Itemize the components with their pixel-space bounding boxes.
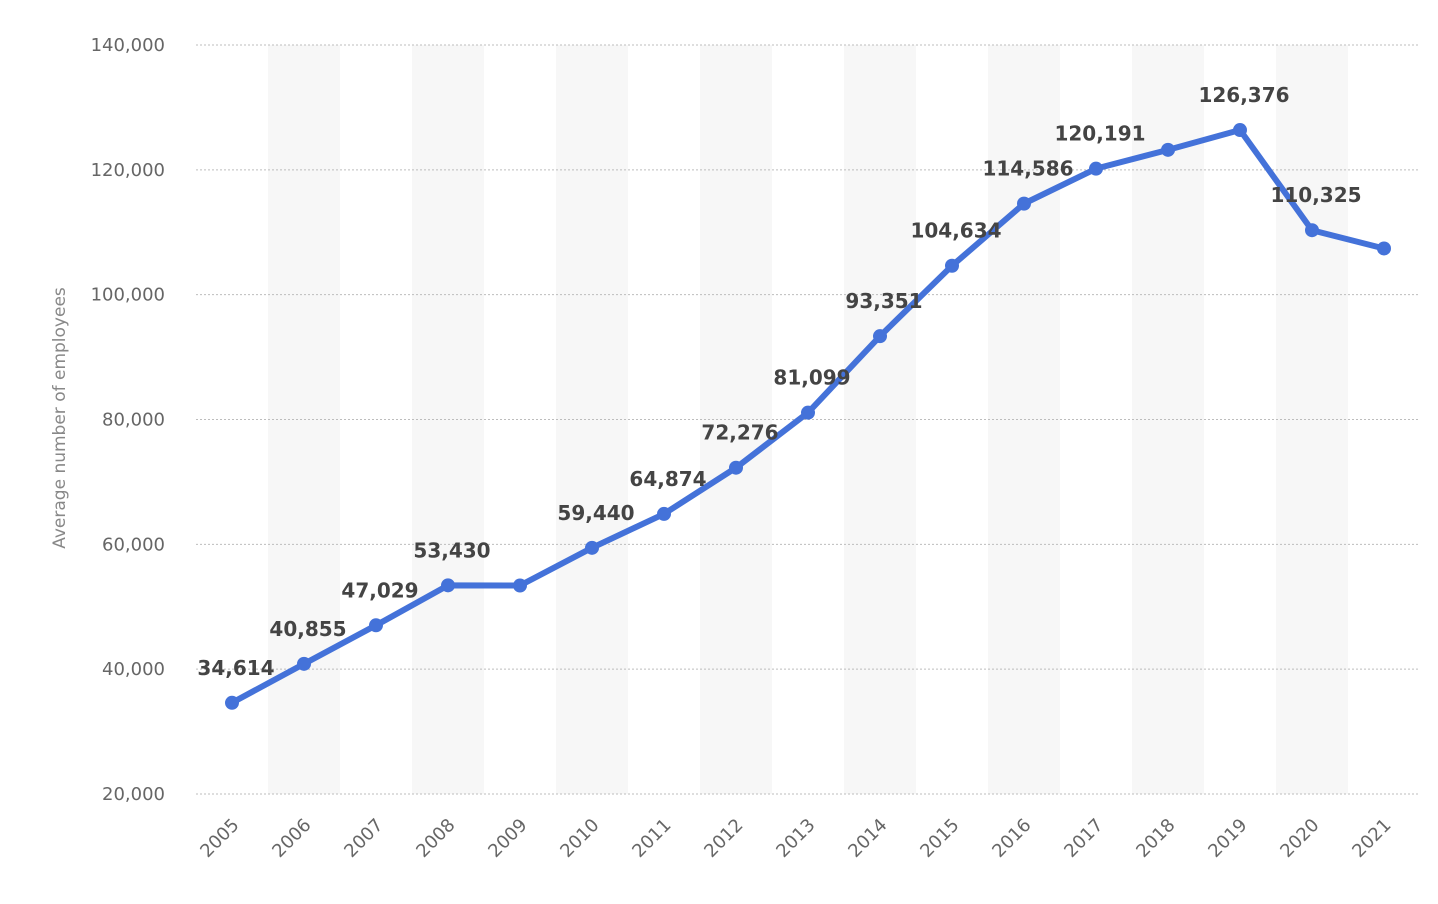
y-tick-label: 80,000 <box>102 410 165 431</box>
x-tick-label: 2005 <box>196 815 243 862</box>
data-point <box>1161 142 1175 157</box>
data-point <box>513 578 527 593</box>
x-tick-label: 2019 <box>1204 815 1251 862</box>
data-label: 114,586 <box>982 157 1073 181</box>
x-tick-label: 2009 <box>484 815 531 862</box>
data-label: 64,874 <box>629 467 706 491</box>
data-point <box>441 578 455 593</box>
data-label: 126,376 <box>1198 83 1289 107</box>
x-tick-label: 2014 <box>844 815 891 862</box>
x-tick-label: 2013 <box>772 815 819 862</box>
series-employees <box>225 123 1391 710</box>
data-point <box>1377 241 1391 256</box>
data-label: 72,276 <box>701 421 778 445</box>
x-tick-label: 2011 <box>628 815 675 862</box>
y-tick-label: 100,000 <box>91 285 165 306</box>
data-point <box>1089 161 1103 176</box>
y-tick-label: 120,000 <box>91 160 165 181</box>
data-point <box>801 405 815 420</box>
x-tick-label: 2006 <box>268 815 315 862</box>
data-label: 47,029 <box>341 578 418 602</box>
x-tick-label: 2020 <box>1276 815 1323 862</box>
x-tick-label: 2015 <box>916 815 963 862</box>
x-tick-label: 2012 <box>700 815 747 862</box>
data-point <box>225 695 239 710</box>
data-point <box>1017 196 1031 211</box>
x-tick-label: 2021 <box>1348 815 1395 862</box>
data-point <box>873 329 887 344</box>
data-point <box>945 258 959 273</box>
x-axis-ticks: 2005 2006 2007 2008 2009 2010 2011 2012 2013 2014… <box>196 815 1395 862</box>
data-point <box>585 540 599 555</box>
x-tick-label: 2010 <box>556 815 603 862</box>
data-point <box>729 460 743 475</box>
x-tick-label: 2017 <box>1060 815 1107 862</box>
data-point <box>1305 223 1319 238</box>
data-labels: 34,614 40,855 47,029 53,430 59,440 64,874 72,2… <box>197 83 1361 680</box>
data-label: 59,440 <box>557 501 634 525</box>
data-label: 120,191 <box>1054 122 1145 146</box>
data-label: 81,099 <box>773 366 850 390</box>
y-tick-label: 140,000 <box>91 35 165 56</box>
y-tick-label: 40,000 <box>102 659 165 680</box>
x-tick-label: 2008 <box>412 815 459 862</box>
y-tick-label: 20,000 <box>102 784 165 805</box>
y-axis-ticks: 20,000 40,000 60,000 80,000 100,000 120,000 14… <box>91 35 165 805</box>
data-label: 53,430 <box>413 538 490 562</box>
data-point <box>297 656 311 671</box>
y-tick-label: 60,000 <box>102 534 165 555</box>
data-label: 40,855 <box>269 617 346 641</box>
y-axis-title: Average number of employees <box>50 287 70 549</box>
data-point <box>1233 123 1247 138</box>
data-label: 104,634 <box>910 219 1001 243</box>
x-tick-label: 2016 <box>988 815 1035 862</box>
data-label: 93,351 <box>845 289 922 313</box>
data-point <box>657 506 671 521</box>
data-point <box>369 618 383 633</box>
x-tick-label: 2007 <box>340 815 387 862</box>
x-tick-label: 2018 <box>1132 815 1179 862</box>
gridlines <box>196 44 1420 795</box>
data-label: 34,614 <box>197 656 274 680</box>
data-label: 110,325 <box>1270 183 1361 207</box>
